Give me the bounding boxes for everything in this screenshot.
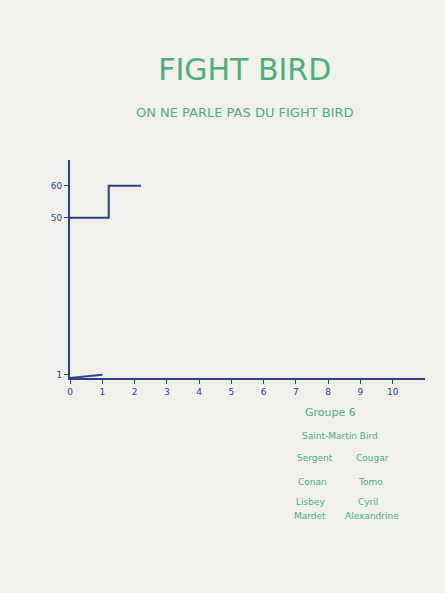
svg-text:ON NE PARLE PAS DU FIGHT BIRD: ON NE PARLE PAS DU FIGHT BIRD [136, 105, 354, 120]
svg-text:Lisbey: Lisbey [296, 497, 325, 507]
svg-text:10: 10 [387, 387, 399, 397]
svg-text:Groupe 6: Groupe 6 [305, 406, 356, 419]
svg-text:60: 60 [51, 181, 63, 191]
svg-text:5: 5 [228, 387, 234, 397]
svg-text:Cyril: Cyril [358, 497, 378, 507]
svg-text:7: 7 [293, 387, 299, 397]
svg-text:Tomo: Tomo [358, 477, 383, 487]
svg-text:8: 8 [325, 387, 331, 397]
svg-text:3: 3 [164, 387, 170, 397]
svg-text:4: 4 [196, 387, 202, 397]
svg-text:0: 0 [67, 387, 73, 397]
svg-text:1: 1 [99, 387, 105, 397]
svg-text:Mardet: Mardet [294, 511, 326, 521]
svg-text:Alexandrine: Alexandrine [345, 511, 399, 521]
svg-text:Sergent: Sergent [297, 453, 333, 463]
svg-text:Conan: Conan [298, 477, 327, 487]
svg-text:50: 50 [51, 213, 63, 223]
svg-text:1: 1 [56, 370, 62, 380]
svg-text:FIGHT BIRD: FIGHT BIRD [158, 52, 331, 87]
svg-text:6: 6 [261, 387, 267, 397]
svg-text:Cougar: Cougar [356, 453, 389, 463]
svg-text:Saint-Martin Bird: Saint-Martin Bird [302, 431, 378, 441]
svg-text:9: 9 [358, 387, 364, 397]
svg-text:2: 2 [132, 387, 138, 397]
